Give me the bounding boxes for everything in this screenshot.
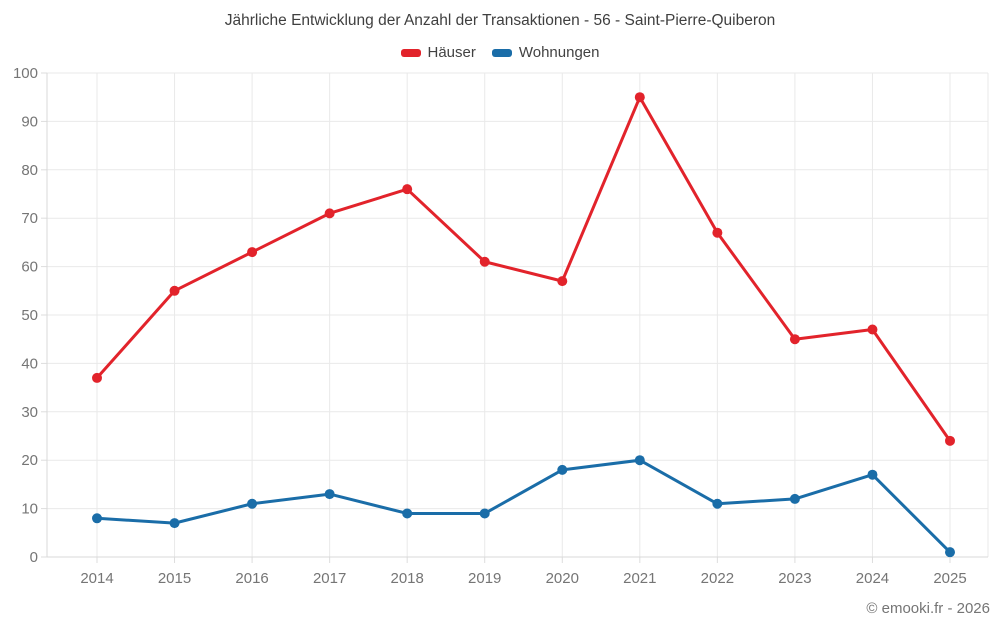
data-point [402, 508, 413, 519]
data-point [789, 334, 800, 345]
x-tick-label: 2014 [80, 570, 113, 587]
x-tick-label: 2015 [158, 570, 191, 587]
legend-label-wohnungen: Wohnungen [518, 44, 600, 61]
data-point [324, 208, 335, 219]
chart-title: Jährliche Entwicklung der Anzahl der Tra… [224, 12, 776, 29]
häuser-series [92, 92, 955, 446]
data-point [479, 256, 490, 267]
legend-item-haeuser[interactable]: Häuser [400, 44, 476, 61]
y-tick-label: 40 [21, 355, 38, 372]
y-tick-label: 50 [21, 307, 38, 324]
data-point [247, 498, 258, 509]
data-point [945, 547, 955, 558]
data-point [557, 464, 568, 475]
data-point [479, 508, 490, 519]
x-tick-label: 2020 [546, 570, 579, 587]
y-tick-label: 90 [21, 113, 38, 130]
x-tick-label: 2025 [933, 570, 966, 587]
series-line [95, 458, 952, 554]
y-tick-label: 80 [21, 162, 38, 179]
data-point [945, 435, 955, 446]
series-line [95, 95, 952, 443]
data-point [92, 513, 102, 524]
data-point [324, 489, 335, 500]
x-tick-label: 2018 [390, 570, 423, 587]
haeuser-swatch-icon [400, 48, 421, 57]
x-tick-label: 2017 [313, 570, 346, 587]
data-point [402, 184, 413, 195]
data-point [92, 372, 102, 383]
y-tick-label: 10 [21, 501, 38, 518]
x-tick-label: 2022 [701, 570, 734, 587]
y-tick-label: 60 [21, 259, 38, 276]
data-point [712, 498, 723, 509]
y-tick-label: 30 [21, 404, 38, 421]
legend-label-haeuser: Häuser [427, 44, 476, 61]
chart-legend: Häuser Wohnungen [0, 44, 1000, 61]
x-tick-label: 2019 [468, 570, 501, 587]
gridlines [47, 72, 989, 558]
chart-footer-credit: © emooki.fr - 2026 [866, 600, 990, 617]
data-point [557, 276, 568, 287]
data-point [867, 469, 878, 480]
data-point [712, 227, 723, 238]
data-point [789, 493, 800, 504]
data-point [634, 455, 645, 466]
axis-ticks [41, 72, 951, 563]
data-point [169, 285, 180, 296]
y-tick-label: 0 [30, 549, 38, 566]
y-tick-label: 100 [13, 65, 38, 82]
x-tick-label: 2016 [235, 570, 268, 587]
data-point [867, 324, 878, 335]
x-tick-label: 2021 [623, 570, 656, 587]
y-tick-label: 20 [21, 452, 38, 469]
x-tick-label: 2024 [856, 570, 889, 587]
data-point [169, 518, 180, 529]
data-point [634, 92, 645, 103]
wohnungen-swatch-icon [491, 48, 512, 57]
legend-item-wohnungen[interactable]: Wohnungen [491, 44, 600, 61]
data-point [247, 247, 258, 258]
y-tick-label: 70 [21, 210, 38, 227]
x-tick-label: 2023 [778, 570, 811, 587]
axis-labels: 0 10 20 30 40 50 60 70 80 90 100 2014 2015 2016 2017 20… [13, 65, 967, 587]
wohnungen-series [92, 455, 955, 558]
